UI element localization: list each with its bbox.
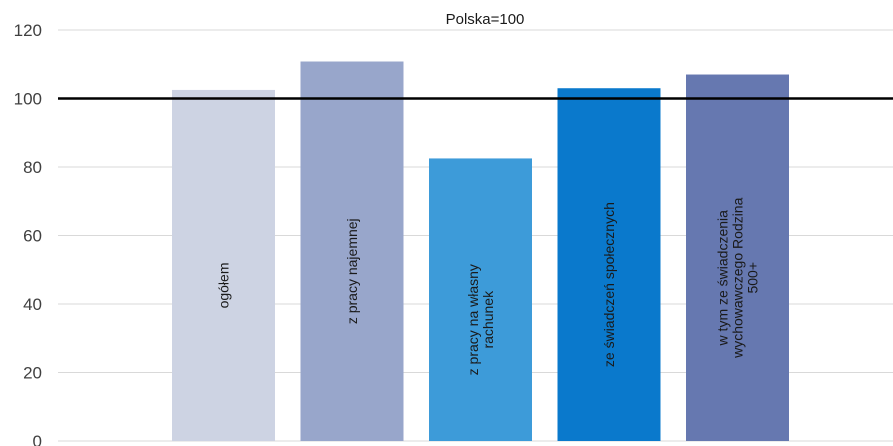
y-tick-label: 120 [14,21,42,40]
y-tick-label: 60 [23,227,42,246]
bars [172,61,789,442]
y-tick-label: 40 [23,295,42,314]
bar-label-line: z pracy na własny [465,264,481,375]
bar-category-label: z pracy na własny rachunek [465,264,496,375]
y-tick-label: 80 [23,158,42,177]
bar-label-line: 500+ [745,262,761,294]
y-axis-tick-labels: 0 20 40 60 80 100 120 [14,21,42,446]
bar [429,158,532,441]
chart-title: Polska=100 [446,11,525,28]
y-tick-label: 100 [14,90,42,109]
y-tick-label: 0 [33,432,42,446]
bar-label-line: rachunek [480,290,496,349]
bar-label-line: w tym ze świadczenia [715,210,731,347]
bar-label-line: ze świadczeń społecznych [601,202,617,367]
bar-labels: ogółem z pracy najemnej z pracy na własny r… [216,197,761,375]
bar-category-label: w tym ze świadczenia wychowawczego Rodzin… [715,197,761,359]
bar-category-label: ze świadczeń społecznych [601,202,617,367]
bar [300,61,404,441]
bar [686,74,789,442]
bar [172,89,275,441]
bar-category-label: z pracy najemnej [344,218,360,324]
y-tick-label: 20 [23,364,42,383]
bar [557,88,661,441]
bar-category-label: ogółem [216,263,232,309]
bar-label-line: z pracy najemnej [344,218,360,324]
bar-label-line: wychowawczego Rodzina [730,197,746,359]
bar-label-line: ogółem [216,263,232,309]
